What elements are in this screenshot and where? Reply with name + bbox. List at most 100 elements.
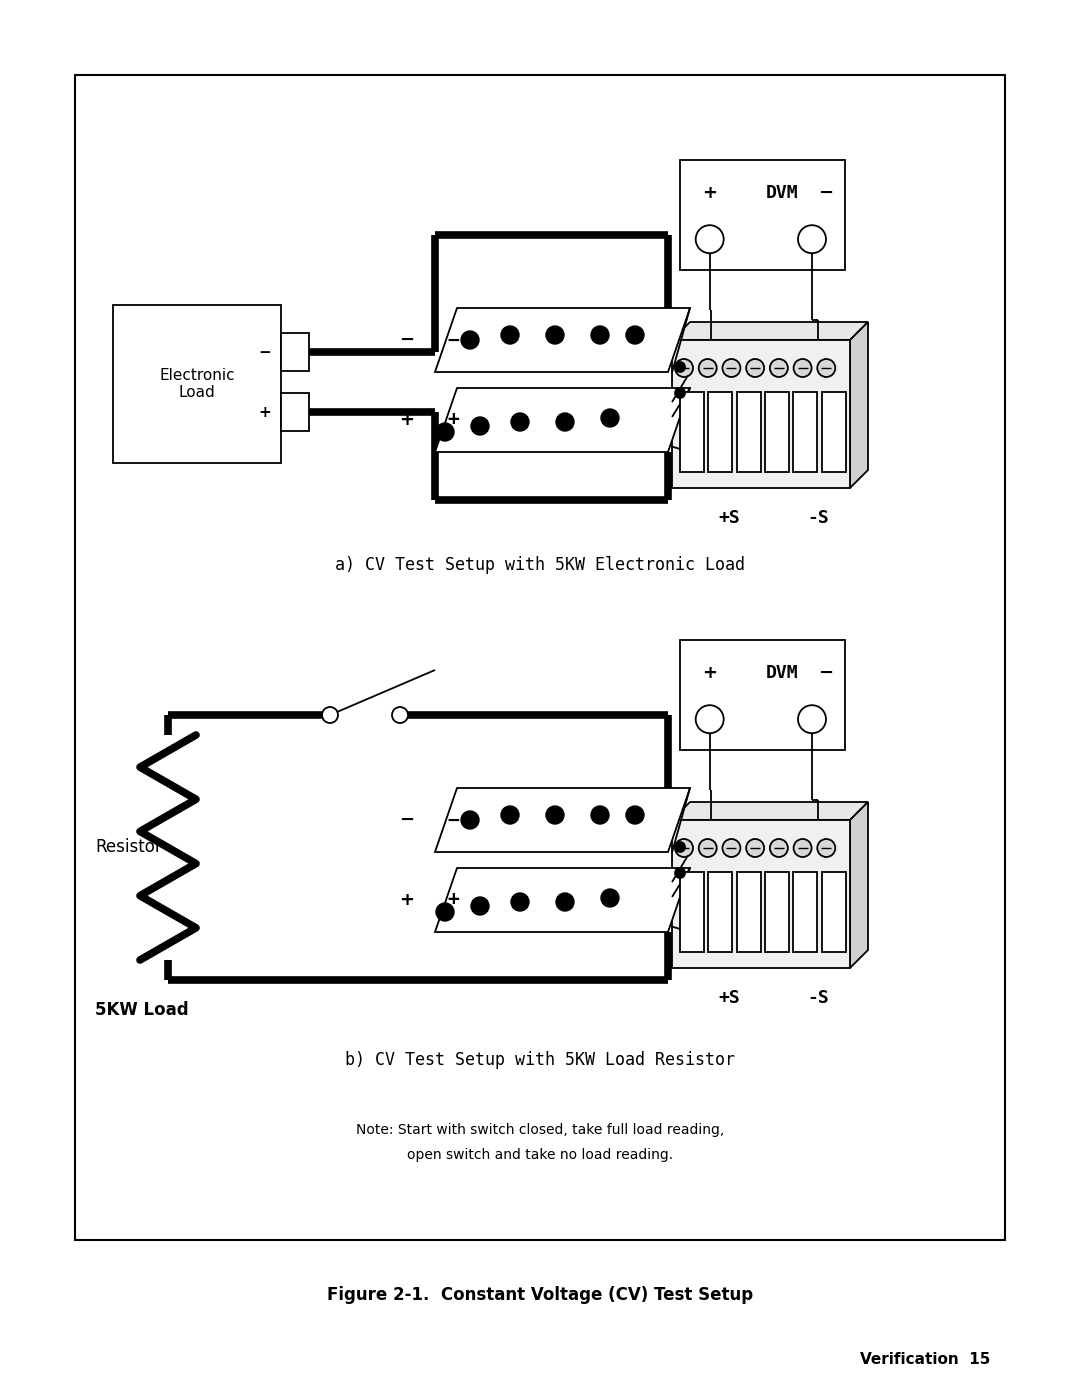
Text: +: +: [400, 891, 415, 909]
Circle shape: [322, 707, 338, 724]
Circle shape: [556, 893, 573, 911]
Circle shape: [675, 868, 685, 877]
Bar: [822, 393, 846, 472]
Text: Electronic
Load: Electronic Load: [159, 367, 234, 400]
Circle shape: [723, 359, 741, 377]
Circle shape: [675, 840, 693, 856]
Text: −: −: [400, 812, 415, 828]
Circle shape: [818, 840, 835, 856]
Text: −: −: [400, 331, 415, 349]
Text: −: −: [818, 664, 833, 682]
Bar: [672, 820, 850, 968]
Circle shape: [511, 414, 529, 432]
Polygon shape: [435, 388, 690, 453]
Bar: [765, 872, 789, 951]
Text: b) CV Test Setup with 5KW Load Resistor: b) CV Test Setup with 5KW Load Resistor: [345, 1051, 735, 1069]
Circle shape: [746, 359, 765, 377]
Text: DVM: DVM: [766, 184, 798, 203]
Text: +: +: [702, 664, 717, 682]
Polygon shape: [672, 321, 868, 339]
Bar: [794, 393, 818, 472]
Circle shape: [794, 359, 811, 377]
Text: Note: Start with switch closed, take full load reading,: Note: Start with switch closed, take ful…: [356, 1123, 724, 1137]
Circle shape: [699, 359, 717, 377]
Bar: [680, 640, 845, 750]
Bar: [281, 334, 309, 372]
Bar: [113, 305, 281, 462]
Polygon shape: [672, 802, 868, 820]
Text: +: +: [447, 890, 459, 909]
Circle shape: [591, 326, 609, 344]
Circle shape: [794, 840, 811, 856]
Circle shape: [818, 359, 835, 377]
Circle shape: [511, 893, 529, 911]
Circle shape: [723, 840, 741, 856]
Text: -S: -S: [807, 509, 828, 527]
Circle shape: [770, 359, 787, 377]
Bar: [765, 393, 789, 472]
Bar: [680, 161, 845, 270]
Text: DVM: DVM: [766, 664, 798, 682]
Bar: [75, 75, 1005, 1241]
Text: +: +: [702, 184, 717, 203]
Polygon shape: [850, 802, 868, 968]
Text: +: +: [258, 405, 271, 420]
Circle shape: [600, 888, 619, 907]
Circle shape: [591, 806, 609, 824]
Circle shape: [471, 897, 489, 915]
Circle shape: [699, 840, 717, 856]
Circle shape: [798, 705, 826, 733]
Bar: [281, 394, 309, 432]
Bar: [680, 872, 704, 951]
Circle shape: [770, 840, 787, 856]
Bar: [680, 393, 704, 472]
Text: -S: -S: [807, 989, 828, 1007]
Circle shape: [696, 225, 724, 253]
Circle shape: [546, 806, 564, 824]
Text: open switch and take no load reading.: open switch and take no load reading.: [407, 1148, 673, 1162]
Text: Figure 2-1.  Constant Voltage (CV) Test Setup: Figure 2-1. Constant Voltage (CV) Test S…: [327, 1287, 753, 1303]
Circle shape: [501, 326, 519, 344]
Circle shape: [546, 326, 564, 344]
Circle shape: [600, 409, 619, 427]
Polygon shape: [435, 307, 690, 372]
Circle shape: [626, 326, 644, 344]
Text: 5KW Load: 5KW Load: [95, 1002, 189, 1018]
Text: a) CV Test Setup with 5KW Electronic Load: a) CV Test Setup with 5KW Electronic Loa…: [335, 556, 745, 574]
Text: +: +: [447, 411, 459, 429]
Circle shape: [746, 840, 765, 856]
Text: Verification  15: Verification 15: [860, 1352, 990, 1368]
Circle shape: [675, 362, 685, 372]
Circle shape: [471, 416, 489, 434]
Bar: [822, 872, 846, 951]
Text: +S: +S: [718, 509, 740, 527]
Text: +: +: [400, 411, 415, 429]
Polygon shape: [850, 321, 868, 488]
Circle shape: [675, 359, 693, 377]
Bar: [737, 872, 760, 951]
Circle shape: [626, 806, 644, 824]
Circle shape: [392, 707, 408, 724]
Bar: [672, 339, 850, 488]
Text: −: −: [447, 331, 459, 349]
Circle shape: [556, 414, 573, 432]
Bar: [708, 872, 732, 951]
Text: −: −: [447, 810, 459, 830]
Circle shape: [675, 842, 685, 852]
Polygon shape: [435, 788, 690, 852]
Circle shape: [461, 812, 480, 828]
Text: Resistor: Resistor: [95, 838, 162, 856]
Circle shape: [436, 902, 454, 921]
Circle shape: [675, 388, 685, 398]
Circle shape: [798, 225, 826, 253]
Bar: [737, 393, 760, 472]
Bar: [708, 393, 732, 472]
Polygon shape: [435, 868, 690, 932]
Text: −: −: [818, 184, 833, 203]
Circle shape: [461, 331, 480, 349]
Text: +S: +S: [718, 989, 740, 1007]
Circle shape: [696, 705, 724, 733]
Circle shape: [436, 423, 454, 441]
Text: −: −: [258, 345, 271, 360]
Bar: [794, 872, 818, 951]
